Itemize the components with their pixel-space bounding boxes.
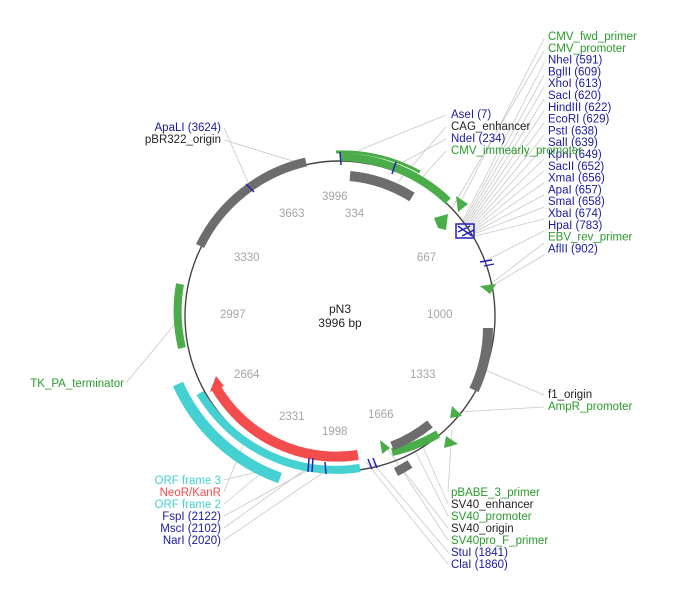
- plasmid-name: pN3: [329, 302, 351, 316]
- tick-3663: 3663: [279, 208, 305, 220]
- feature-label-f1-origin[interactable]: f1_origin: [548, 389, 592, 401]
- cmv-promoter-arc[interactable]: [339, 153, 451, 204]
- feature-label-nari-2020[interactable]: NarI (2020): [163, 535, 221, 547]
- feature-label-xhoi-613[interactable]: XhoI (613): [548, 78, 602, 90]
- feature-label-asei-7[interactable]: AseI (7): [451, 109, 491, 121]
- labels-top-left: ApaLI (3624)pBR322_origin: [145, 122, 221, 146]
- sv40pro-f-primer-arrow[interactable]: [380, 440, 390, 454]
- feature-label-apali-3624[interactable]: ApaLI (3624): [155, 122, 222, 134]
- feature-label-ampr-promoter[interactable]: AmpR_promoter: [548, 401, 633, 413]
- ndei-site-mark[interactable]: [391, 161, 397, 175]
- feature-label-msci-2102[interactable]: MscI (2102): [160, 523, 221, 535]
- hpai-site-mark[interactable]: [483, 263, 495, 267]
- tick-334: 334: [345, 208, 365, 220]
- msci-site-mark[interactable]: [307, 457, 310, 473]
- feature-label-clai-1860[interactable]: ClaI (1860): [451, 559, 508, 571]
- orf-frame-3-arc[interactable]: [172, 381, 282, 484]
- tick-667: 667: [417, 252, 436, 264]
- feature-label-hindiii-622[interactable]: HindIII (622): [548, 102, 611, 114]
- pbr322-origin-arc[interactable]: [195, 157, 308, 248]
- cag-enhancer-arc[interactable]: [349, 171, 415, 202]
- tick-3996: 3996: [322, 191, 348, 203]
- ebv-rev-primer-arrow[interactable]: [480, 284, 496, 294]
- neor-kanr-arrowhead[interactable]: [210, 376, 224, 392]
- aflii-site-mark[interactable]: [479, 259, 493, 263]
- labels-left: TK_PA_terminator: [30, 378, 124, 390]
- feature-label-sv40-enhancer[interactable]: SV40_enhancer: [451, 499, 534, 511]
- tick-1666: 1666: [368, 409, 394, 421]
- feature-label-cmv-promoter[interactable]: CMV_promoter: [548, 43, 626, 55]
- neor-kanr-arc[interactable]: [210, 383, 359, 462]
- feature-label-cmv-fwd-primer[interactable]: CMV_fwd_primer: [548, 31, 637, 43]
- sv40-origin-arc[interactable]: [393, 460, 413, 477]
- tick-3330: 3330: [234, 252, 260, 264]
- leader-lines: [125, 38, 545, 565]
- fspi-site-mark[interactable]: [311, 457, 314, 473]
- sv40-promoter-arc[interactable]: [391, 430, 441, 456]
- tick-2664: 2664: [234, 369, 260, 381]
- feature-label-tk-pa-terminator[interactable]: TK_PA_terminator: [30, 378, 124, 390]
- feature-label-sv40-origin[interactable]: SV40_origin: [451, 523, 514, 535]
- feature-label-kpni-649[interactable]: KpnI (649): [548, 149, 602, 161]
- feature-label-xbai-674[interactable]: XbaI (674): [548, 208, 602, 220]
- sv40-enhancer-arc[interactable]: [390, 420, 433, 451]
- labels-bottom-right: pBABE_3_primerSV40_enhancerSV40_promoter…: [451, 487, 548, 571]
- feature-label-sv40pro-f-primer[interactable]: SV40pro_F_primer: [451, 535, 548, 547]
- feature-label-psti-638[interactable]: PstI (638): [548, 125, 598, 137]
- apali-site-mark[interactable]: [245, 183, 255, 193]
- feature-label-cag-enhancer[interactable]: CAG_enhancer: [451, 121, 530, 133]
- feature-label-bglii-609[interactable]: BglII (609): [548, 66, 601, 78]
- feature-label-orf-frame-3[interactable]: ORF frame 3: [155, 475, 221, 487]
- position-ticks: 334 667 1000 1333 1666 1998 2331 2664 29…: [220, 191, 453, 438]
- feature-label-sv40-promoter[interactable]: SV40_promoter: [451, 511, 532, 523]
- ampr-promoter-arrow[interactable]: [450, 406, 462, 418]
- feature-label-apai-657[interactable]: ApaI (657): [548, 184, 602, 196]
- feature-label-stui-1841[interactable]: StuI (1841): [451, 547, 508, 559]
- orf-frame-2-arc[interactable]: [196, 390, 361, 474]
- feature-label-xmai-656[interactable]: XmaI (656): [548, 173, 605, 185]
- f1-origin-arc[interactable]: [469, 327, 493, 393]
- tk-pa-terminator-arc[interactable]: [173, 283, 186, 349]
- feature-label-smai-658[interactable]: SmaI (658): [548, 196, 605, 208]
- tick-2331: 2331: [279, 411, 305, 423]
- tick-1998: 1998: [322, 426, 348, 438]
- feature-label-cmv-immearly-promoter[interactable]: CMV_immearly_promoter: [451, 145, 582, 157]
- plasmid-size: 3996 bp: [318, 316, 362, 330]
- stui-site-mark[interactable]: [367, 458, 373, 470]
- nari-site-mark[interactable]: [324, 461, 327, 475]
- feature-label-ndei-234[interactable]: NdeI (234): [451, 133, 506, 145]
- pbabe-3-primer-arrow[interactable]: [444, 436, 458, 448]
- clai-site-mark[interactable]: [372, 457, 378, 469]
- cmv-fwd-primer-arrow[interactable]: [456, 196, 468, 212]
- feature-label-saci-620[interactable]: SacI (620): [548, 90, 601, 102]
- feature-label-pbabe-3-primer[interactable]: pBABE_3_primer: [451, 487, 540, 499]
- tick-1333: 1333: [410, 369, 436, 381]
- cmv-promoter-arrowhead[interactable]: [434, 214, 448, 230]
- tick-2997: 2997: [220, 309, 246, 321]
- tick-1000: 1000: [427, 309, 453, 321]
- feature-label-ecori-629[interactable]: EcoRI (629): [548, 114, 610, 126]
- feature-label-sali-639[interactable]: SalI (639): [548, 137, 598, 149]
- features: [172, 150, 496, 484]
- asei-site-mark[interactable]: [339, 151, 342, 166]
- feature-label-pbr322-origin[interactable]: pBR322_origin: [145, 134, 221, 146]
- feature-label-ebv-rev-primer[interactable]: EBV_rev_primer: [548, 232, 633, 244]
- feature-label-sacii-652[interactable]: SacII (652): [548, 161, 604, 173]
- cmv-immearly-promoter-arc[interactable]: [335, 150, 421, 174]
- feature-label-fspi-2122[interactable]: FspI (2122): [162, 511, 221, 523]
- feature-label-neor-kanr[interactable]: NeoR/KanR: [160, 487, 221, 499]
- feature-label-hpai-783[interactable]: HpaI (783): [548, 220, 603, 232]
- feature-label-aflii-902[interactable]: AflII (902): [548, 243, 598, 255]
- feature-label-orf-frame-2[interactable]: ORF frame 2: [155, 499, 221, 511]
- feature-label-nhei-591[interactable]: NheI (591): [548, 55, 603, 67]
- mcs-site-cluster[interactable]: [455, 223, 475, 239]
